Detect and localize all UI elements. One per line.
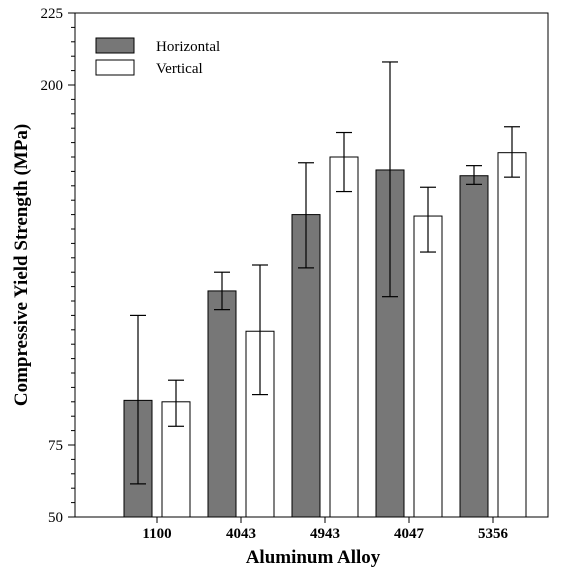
bar-vertical-5356 xyxy=(497,152,527,518)
y-tick-label: 75 xyxy=(48,438,63,454)
bar-vertical-4943 xyxy=(329,156,359,518)
x-axis-title: Aluminum Alloy xyxy=(246,547,381,568)
legend: Horizontal Vertical xyxy=(95,37,220,77)
y-tick-label: 200 xyxy=(41,78,64,94)
x-tick-label: 1100 xyxy=(142,526,171,542)
legend-label-vertical: Vertical xyxy=(156,61,203,77)
bar-horizontal-4043 xyxy=(207,290,237,518)
error-bars xyxy=(130,61,520,485)
x-tick-label: 4047 xyxy=(394,526,425,542)
bar-vertical-4047 xyxy=(413,215,443,518)
legend-swatch-horizontal xyxy=(95,37,135,54)
x-tick-label: 4043 xyxy=(226,526,256,542)
x-axis-ticks: 1100 4043 4943 4047 5356 xyxy=(142,517,509,542)
legend-swatch-vertical xyxy=(95,59,135,76)
y-tick-label: 50 xyxy=(48,510,63,526)
y-axis-ticks: 50 75 200 225 xyxy=(41,6,75,526)
bar-horizontal-5356 xyxy=(459,175,489,518)
y-axis-title: Compressive Yield Strength (MPa) xyxy=(11,124,32,406)
bars xyxy=(123,152,527,518)
x-tick-label: 5356 xyxy=(478,526,509,542)
x-tick-label: 4943 xyxy=(310,526,340,542)
y-tick-label: 225 xyxy=(41,6,64,22)
legend-label-horizontal: Horizontal xyxy=(156,39,220,55)
